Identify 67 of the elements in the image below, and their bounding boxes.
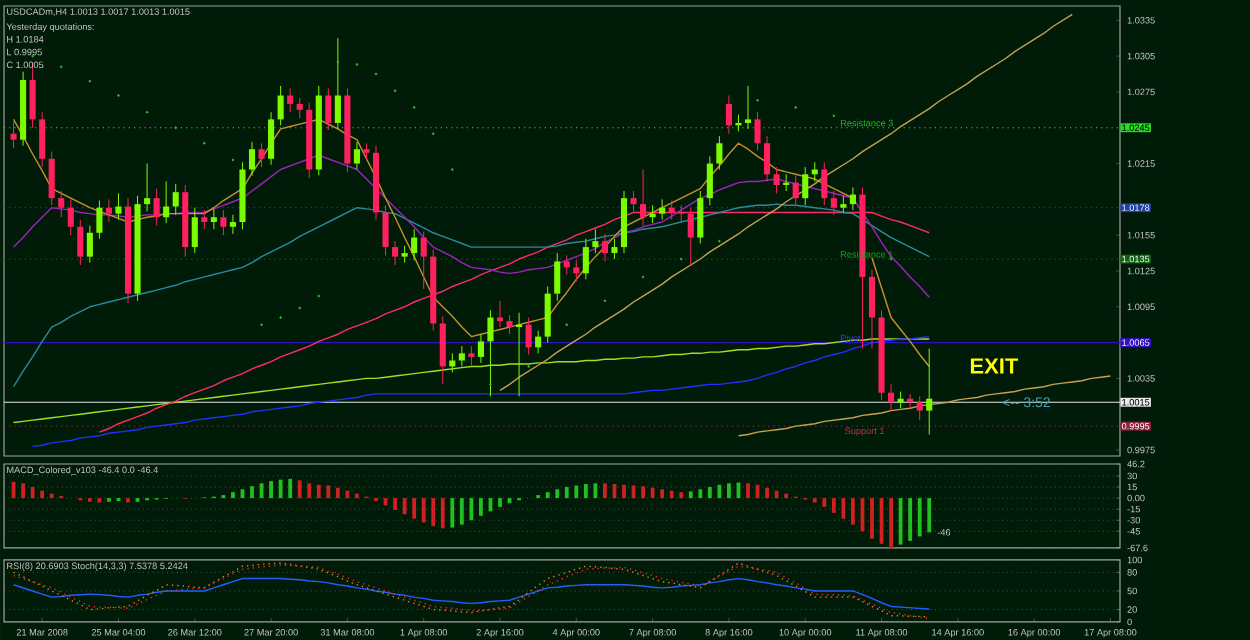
candlestick xyxy=(563,254,570,276)
candlestick xyxy=(582,238,589,280)
candlestick xyxy=(544,285,551,344)
candlestick xyxy=(744,85,752,130)
candlestick xyxy=(420,231,427,290)
candlestick xyxy=(334,37,341,130)
candlestick xyxy=(86,225,93,264)
candlestick xyxy=(449,352,456,373)
candlestick xyxy=(802,166,809,206)
candlestick xyxy=(392,240,399,266)
candlestick xyxy=(487,309,494,397)
candlestick xyxy=(659,198,666,221)
candlestick xyxy=(592,228,599,254)
candlestick xyxy=(191,207,198,254)
candlestick xyxy=(220,209,227,236)
candlestick xyxy=(506,314,513,335)
candlestick xyxy=(525,317,532,356)
candlestick xyxy=(868,269,876,350)
candlestick xyxy=(601,233,608,262)
candlestick xyxy=(163,180,170,224)
candlestick xyxy=(353,141,360,171)
candlestick xyxy=(916,395,923,421)
candlestick xyxy=(201,209,208,230)
candlestick xyxy=(706,155,713,206)
candlestick xyxy=(58,190,65,218)
candlestick xyxy=(888,383,895,412)
candlestick xyxy=(411,228,418,261)
candlestick xyxy=(10,121,17,149)
candlestick xyxy=(77,219,84,266)
candlestick xyxy=(764,135,771,182)
candlestick xyxy=(849,186,856,211)
candlestick xyxy=(248,141,256,176)
candlestick xyxy=(229,214,236,235)
candlestick xyxy=(611,238,618,260)
candlestick xyxy=(716,135,723,171)
candlestick xyxy=(105,198,112,223)
candlestick xyxy=(96,200,103,240)
candlestick xyxy=(926,348,933,435)
candlestick xyxy=(277,85,284,126)
candlestick xyxy=(210,208,217,230)
candlestick xyxy=(792,174,799,206)
candlestick xyxy=(477,333,484,364)
candlestick xyxy=(172,183,179,216)
candlestick xyxy=(773,166,780,194)
candlestick xyxy=(325,87,332,131)
candlestick xyxy=(67,198,74,236)
candlestick xyxy=(287,87,294,113)
candlestick xyxy=(153,188,160,227)
candlestick xyxy=(382,204,389,256)
candlestick xyxy=(468,345,475,366)
candlestick xyxy=(39,111,46,168)
candlestick xyxy=(697,190,704,245)
candlestick xyxy=(296,97,303,119)
candlestick xyxy=(821,161,828,206)
candlestick xyxy=(573,259,580,283)
candlestick xyxy=(258,142,265,168)
annotation: EXIT xyxy=(970,358,1019,374)
candlestick xyxy=(535,330,542,354)
candlestick xyxy=(554,252,561,302)
candlestick xyxy=(725,95,732,135)
candlestick xyxy=(754,111,761,151)
candlestick xyxy=(268,111,275,166)
candlestick xyxy=(144,163,151,212)
candlestick xyxy=(115,192,122,221)
candlestick xyxy=(439,315,446,385)
candlestick xyxy=(48,151,55,206)
candlestick xyxy=(458,345,465,367)
